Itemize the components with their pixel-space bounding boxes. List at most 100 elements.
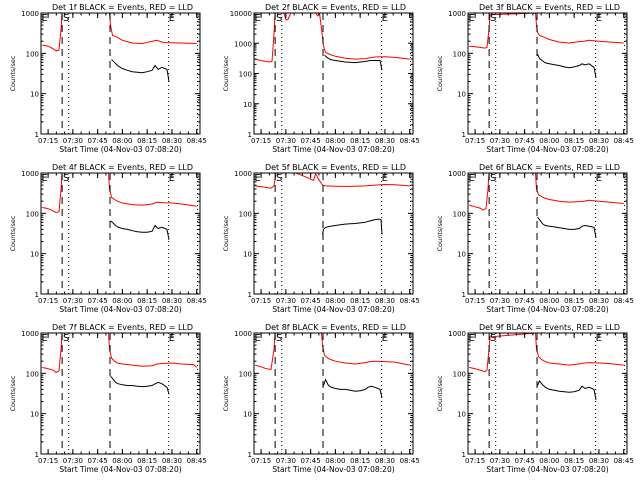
plot-frame: [253, 172, 414, 295]
y-tick-label: 10: [243, 101, 252, 109]
y-axis-label: Counts/sec: [222, 375, 230, 411]
y-tick-label: 10: [30, 91, 39, 99]
x-axis-label: Start Time (04-Nov-03 07:08:20): [486, 465, 608, 474]
x-tick-label: 08:15: [350, 137, 370, 145]
x-tick-label: 08:30: [162, 297, 182, 305]
series-lld: [42, 173, 197, 214]
x-tick-label: 07:45: [88, 137, 108, 145]
y-axis-label: Counts/sec: [222, 215, 230, 251]
marker-label: E: [255, 333, 261, 344]
y-tick-label: 1: [461, 451, 465, 459]
y-axis-label: Counts/sec: [9, 55, 17, 91]
y-tick-label: 10: [30, 411, 39, 419]
y-tick-label: 100: [26, 370, 39, 378]
x-tick-label: 07:30: [489, 457, 509, 465]
detector-panel-1: Det 1f BLACK = Events, RED = LLD E S E 1 10 10…: [0, 0, 213, 160]
y-tick-label: 10: [243, 411, 252, 419]
y-tick-label: 100: [239, 71, 252, 79]
detector-panel-7: Det 7f BLACK = Events, RED = LLD E S E 1 10 10…: [0, 320, 213, 480]
x-axis-label: Start Time (04-Nov-03 07:08:20): [59, 145, 181, 154]
x-tick-label: 07:45: [88, 297, 108, 305]
panel-title: Det 8f BLACK = Events, RED = LLD: [265, 323, 406, 332]
x-tick-label: 07:45: [514, 297, 534, 305]
series-events: [110, 220, 170, 240]
panel-title: Det 5f BLACK = Events, RED = LLD: [265, 163, 406, 172]
marker-label: S: [63, 13, 69, 24]
x-tick-label: 07:15: [251, 137, 271, 145]
y-tick-label: 100: [26, 50, 39, 58]
y-tick-label: 1000: [448, 10, 466, 18]
panel-title: Det 9f BLACK = Events, RED = LLD: [479, 323, 620, 332]
x-tick-label: 08:15: [564, 297, 584, 305]
x-tick-label: 08:30: [162, 137, 182, 145]
marker-label: E: [595, 13, 601, 24]
x-axis-label: Start Time (04-Nov-03 07:08:20): [59, 465, 181, 474]
detector-panel-3: Det 3f BLACK = Events, RED = LLD E S E 1 10 10…: [427, 0, 640, 160]
y-tick-label: 1: [248, 291, 252, 299]
x-tick-label: 08:00: [112, 137, 132, 145]
marker-label: E: [382, 173, 388, 184]
y-tick-label: 1: [248, 451, 252, 459]
series-lld: [468, 13, 624, 49]
y-tick-label: 1000: [235, 170, 253, 178]
series-lld: [42, 333, 198, 374]
x-axis-label: Start Time (04-Nov-03 07:08:20): [273, 305, 395, 314]
x-tick-label: 07:45: [301, 457, 321, 465]
series-events: [324, 54, 383, 71]
x-tick-label: 08:15: [137, 457, 157, 465]
x-axis-label: Start Time (04-Nov-03 07:08:20): [59, 305, 181, 314]
plot-frame: [253, 12, 414, 135]
panel-title: Det 7f BLACK = Events, RED = LLD: [52, 323, 193, 332]
x-tick-label: 08:45: [187, 297, 207, 305]
series-lld: [42, 13, 197, 52]
marker-label: E: [468, 173, 474, 184]
y-tick-label: 1: [461, 291, 465, 299]
x-tick-label: 07:30: [63, 297, 83, 305]
x-axis-label: Start Time (04-Nov-03 07:08:20): [486, 305, 608, 314]
y-tick-label: 10: [243, 251, 252, 259]
x-tick-label: 07:15: [38, 137, 58, 145]
x-tick-label: 07:15: [465, 457, 485, 465]
x-tick-label: 08:00: [539, 297, 559, 305]
series-events: [536, 379, 597, 400]
x-tick-label: 07:30: [276, 137, 296, 145]
x-tick-label: 08:15: [137, 297, 157, 305]
marker-label: E: [41, 333, 47, 344]
series-lld: [468, 333, 624, 373]
x-tick-label: 08:45: [187, 137, 207, 145]
y-tick-label: 1000: [235, 40, 253, 48]
x-tick-label: 07:45: [301, 137, 321, 145]
x-tick-label: 07:15: [251, 297, 271, 305]
series-events: [536, 53, 597, 78]
y-tick-label: 1000: [21, 170, 39, 178]
panel-title: Det 6f BLACK = Events, RED = LLD: [479, 163, 620, 172]
marker-label: E: [382, 333, 388, 344]
y-axis-label: Counts/sec: [9, 375, 17, 411]
x-axis-label: Start Time (04-Nov-03 07:08:20): [486, 145, 608, 154]
panel-title: Det 1f BLACK = Events, RED = LLD: [52, 3, 193, 12]
y-tick-label: 1: [35, 291, 39, 299]
plot-frame: [40, 172, 201, 295]
marker-label: E: [595, 333, 601, 344]
x-tick-label: 08:15: [564, 457, 584, 465]
x-tick-label: 08:00: [539, 457, 559, 465]
plot-frame: [40, 12, 201, 135]
plot-frame: [467, 12, 628, 135]
x-tick-label: 07:15: [465, 137, 485, 145]
x-tick-label: 08:30: [588, 457, 608, 465]
x-tick-label: 07:45: [514, 137, 534, 145]
x-tick-label: 08:00: [112, 297, 132, 305]
x-tick-label: 07:15: [465, 297, 485, 305]
x-tick-label: 08:15: [350, 297, 370, 305]
marker-label: E: [255, 13, 261, 24]
detector-panel-4: Det 4f BLACK = Events, RED = LLD E S E 1 10 10…: [0, 160, 213, 320]
panel-title: Det 3f BLACK = Events, RED = LLD: [479, 3, 620, 12]
x-tick-label: 07:45: [88, 457, 108, 465]
marker-label: E: [41, 173, 47, 184]
x-tick-label: 08:30: [375, 457, 395, 465]
marker-label: S: [276, 13, 282, 24]
x-tick-label: 08:00: [326, 137, 346, 145]
